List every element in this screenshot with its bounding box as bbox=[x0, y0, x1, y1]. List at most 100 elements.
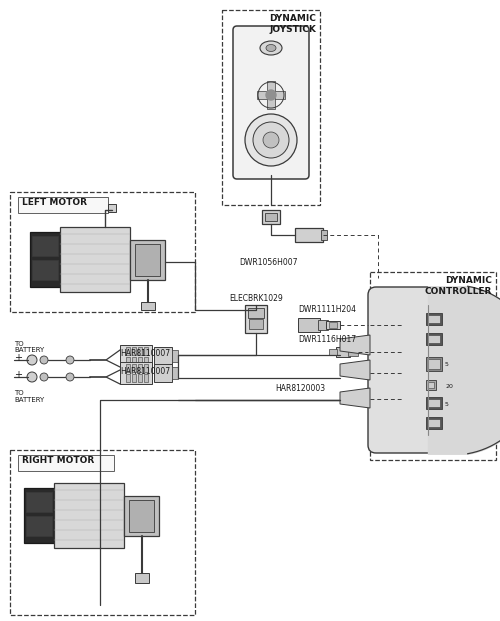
Bar bbox=[428, 315, 440, 323]
Bar bbox=[388, 363, 391, 369]
Circle shape bbox=[245, 114, 297, 166]
Bar bbox=[373, 338, 376, 344]
Text: LEFT MOTOR: LEFT MOTOR bbox=[22, 198, 87, 207]
Bar bbox=[370, 389, 398, 407]
Text: HAR8120003: HAR8120003 bbox=[275, 384, 325, 393]
Bar bbox=[172, 367, 178, 379]
Bar bbox=[383, 338, 386, 344]
Bar bbox=[383, 363, 386, 369]
Bar bbox=[326, 321, 340, 329]
Bar bbox=[329, 322, 337, 328]
Bar bbox=[132, 374, 136, 382]
Bar bbox=[383, 371, 386, 377]
Bar bbox=[373, 363, 376, 369]
Bar bbox=[257, 91, 285, 99]
Bar bbox=[144, 347, 148, 355]
Text: 20: 20 bbox=[445, 384, 453, 389]
Bar bbox=[135, 244, 160, 276]
Bar bbox=[373, 399, 376, 405]
Bar bbox=[132, 347, 136, 355]
Circle shape bbox=[27, 355, 37, 365]
Bar bbox=[426, 333, 442, 345]
Bar bbox=[373, 346, 376, 352]
Bar bbox=[298, 318, 320, 332]
Bar bbox=[426, 380, 436, 390]
Bar bbox=[132, 357, 136, 365]
Text: DYNAMIC
JOYSTICK: DYNAMIC JOYSTICK bbox=[269, 14, 316, 34]
Circle shape bbox=[266, 90, 276, 100]
Bar bbox=[249, 319, 263, 329]
Bar bbox=[30, 232, 60, 287]
Bar bbox=[222, 10, 320, 205]
Bar bbox=[378, 338, 381, 344]
Bar bbox=[383, 346, 386, 352]
Bar bbox=[32, 260, 58, 280]
Bar bbox=[378, 363, 381, 369]
Bar bbox=[172, 350, 178, 362]
Bar bbox=[388, 338, 391, 344]
Bar bbox=[383, 399, 386, 405]
Bar bbox=[126, 347, 130, 355]
Bar bbox=[428, 359, 440, 369]
Bar bbox=[373, 391, 376, 397]
Bar bbox=[426, 357, 442, 371]
Bar bbox=[138, 357, 142, 365]
Polygon shape bbox=[340, 360, 370, 380]
Text: 5: 5 bbox=[445, 361, 449, 366]
FancyBboxPatch shape bbox=[233, 26, 309, 179]
Bar bbox=[373, 371, 376, 377]
Bar bbox=[138, 374, 142, 382]
Polygon shape bbox=[340, 335, 370, 355]
Bar bbox=[262, 210, 280, 224]
Bar bbox=[428, 335, 440, 343]
Text: ELECBRK1029: ELECBRK1029 bbox=[229, 294, 283, 303]
Text: TO
BATTERY: TO BATTERY bbox=[14, 341, 44, 353]
Bar bbox=[426, 397, 442, 409]
Text: +: + bbox=[14, 353, 22, 363]
Text: DYNAMIC
CONTROLLER: DYNAMIC CONTROLLER bbox=[424, 276, 492, 296]
Bar bbox=[318, 320, 328, 330]
Bar bbox=[24, 488, 54, 543]
FancyBboxPatch shape bbox=[368, 287, 436, 453]
Bar bbox=[32, 236, 58, 256]
Bar bbox=[267, 81, 275, 109]
Bar bbox=[26, 516, 52, 536]
Bar bbox=[388, 391, 391, 397]
Bar bbox=[388, 371, 391, 377]
Bar bbox=[135, 573, 149, 583]
Bar bbox=[370, 361, 398, 379]
Bar bbox=[126, 357, 130, 365]
Bar bbox=[129, 500, 154, 532]
Bar bbox=[130, 240, 165, 280]
Bar bbox=[18, 455, 114, 471]
Bar bbox=[138, 347, 142, 355]
Bar bbox=[428, 382, 434, 388]
Bar bbox=[383, 391, 386, 397]
Circle shape bbox=[27, 372, 37, 382]
Bar bbox=[126, 374, 130, 382]
Bar bbox=[10, 192, 195, 312]
Bar bbox=[132, 364, 136, 372]
Bar bbox=[138, 364, 142, 372]
Text: TO
BATTERY: TO BATTERY bbox=[14, 390, 44, 402]
Bar bbox=[378, 391, 381, 397]
Circle shape bbox=[66, 373, 74, 381]
Bar bbox=[426, 417, 442, 429]
Text: DWR1056H007: DWR1056H007 bbox=[239, 258, 297, 267]
Bar bbox=[396, 363, 404, 377]
Circle shape bbox=[40, 373, 48, 381]
Circle shape bbox=[40, 356, 48, 364]
Bar bbox=[378, 399, 381, 405]
Bar bbox=[10, 450, 195, 615]
Ellipse shape bbox=[266, 45, 276, 52]
Bar bbox=[396, 338, 404, 352]
Text: HAR8110007: HAR8110007 bbox=[120, 348, 170, 358]
Bar bbox=[60, 227, 130, 292]
Bar bbox=[295, 228, 323, 242]
Bar bbox=[245, 305, 267, 333]
Bar bbox=[154, 347, 172, 365]
Text: 5: 5 bbox=[445, 402, 449, 407]
Bar bbox=[144, 374, 148, 382]
Bar bbox=[154, 364, 172, 382]
Text: DWR1116H017: DWR1116H017 bbox=[298, 335, 356, 344]
